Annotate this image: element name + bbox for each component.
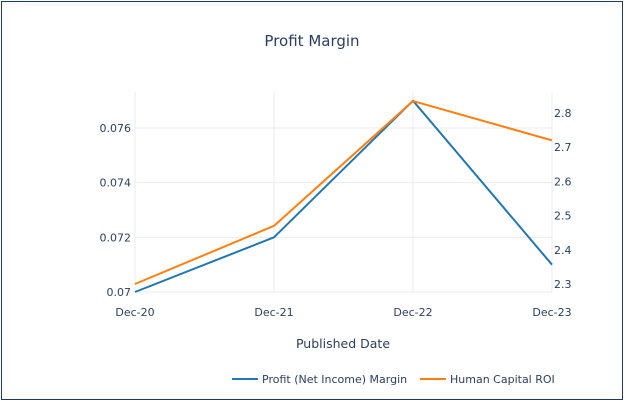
left-tick-label: 0.074 [100,177,132,190]
x-axis-title: Published Date [296,336,390,351]
left-axis-ticks: 0.07 0.072 0.074 0.076 [100,122,132,299]
right-axis-ticks: 2.3 2.4 2.5 2.6 2.7 2.8 [554,107,572,291]
x-axis-ticks: Dec-20 Dec-21 Dec-22 Dec-23 [115,306,571,319]
right-tick-label: 2.5 [554,210,572,223]
right-tick-label: 2.7 [554,141,572,154]
right-tick-label: 2.4 [554,244,572,257]
x-tick-label: Dec-21 [254,306,293,319]
left-tick-label: 0.07 [107,286,132,299]
legend-label: Human Capital ROI [450,373,555,386]
gridlines [134,92,553,293]
legend: Profit (Net Income) Margin Human Capital … [232,373,555,386]
series-line-human-capital-roi [134,100,553,285]
left-tick-label: 0.076 [100,122,132,135]
legend-label: Profit (Net Income) Margin [262,373,407,386]
x-tick-label: Dec-20 [115,306,154,319]
right-tick-label: 2.3 [554,278,572,291]
series-lines [134,99,553,293]
left-tick-label: 0.072 [100,231,132,244]
x-tick-label: Dec-23 [532,306,571,319]
series-line-profit-net-income-margin [134,99,553,293]
chart-title: Profit Margin [264,32,359,50]
x-tick-label: Dec-22 [393,306,432,319]
right-tick-label: 2.8 [554,107,572,120]
right-tick-label: 2.6 [554,175,572,188]
